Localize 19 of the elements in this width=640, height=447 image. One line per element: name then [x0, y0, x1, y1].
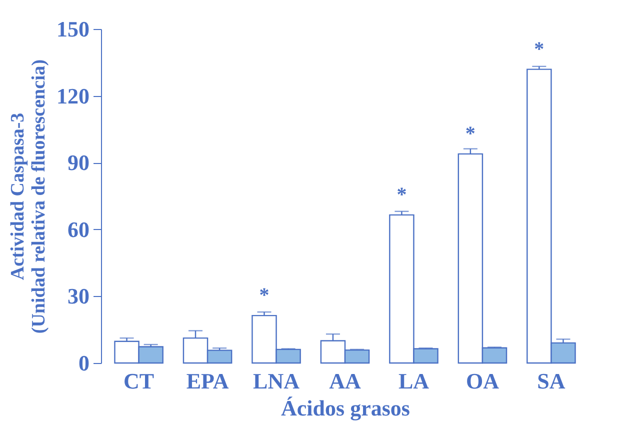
x-tick-label: LA [398, 368, 430, 394]
x-tick-label: CT [124, 368, 154, 394]
annotation: * [396, 184, 407, 206]
annotation: * [259, 284, 270, 307]
y-tick-label: 60 [68, 216, 90, 242]
y-tick-label: 0 [78, 350, 90, 376]
annotation: * [534, 38, 544, 60]
annotation: * [465, 122, 476, 145]
x-tick-label: OA [466, 368, 500, 394]
x-tick-label: AA [329, 368, 361, 394]
y-tick-label: 150 [56, 16, 90, 42]
y-tick-label: 30 [68, 284, 90, 309]
x-tick-label: EPA [186, 368, 229, 394]
y-tick-label: 90 [68, 150, 90, 176]
x-axis-title: Ácidos grasos [281, 396, 410, 420]
x-tick-label: LNA [253, 368, 300, 394]
y-tick-label: 120 [56, 83, 90, 108]
x-tick-label: SA [537, 368, 566, 394]
y-axis-title: Actividad Caspasa-3 (Unidad relativa de fluorescencia) [8, 59, 50, 334]
